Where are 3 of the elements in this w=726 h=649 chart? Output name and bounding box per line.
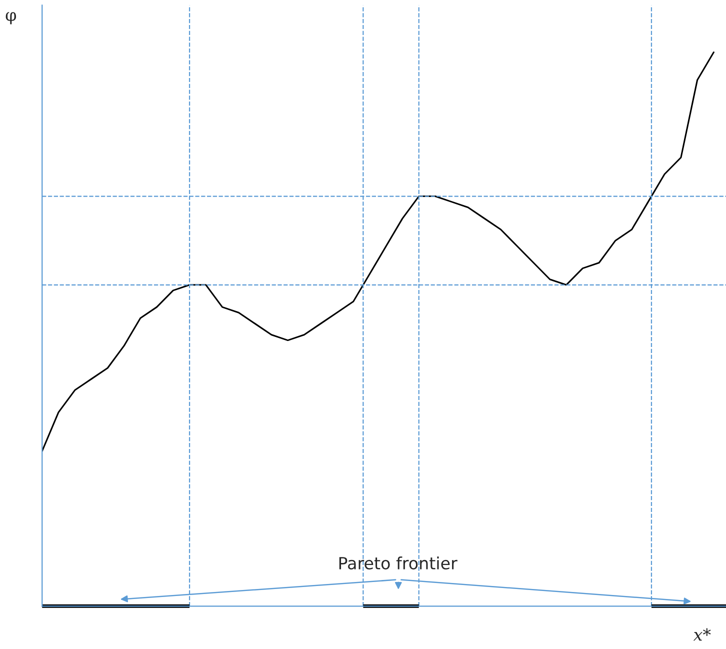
x-axis-title: x*: [693, 628, 711, 641]
annotation: Pareto frontier: [339, 556, 458, 570]
y-axis-title: φ: [6, 12, 16, 24]
